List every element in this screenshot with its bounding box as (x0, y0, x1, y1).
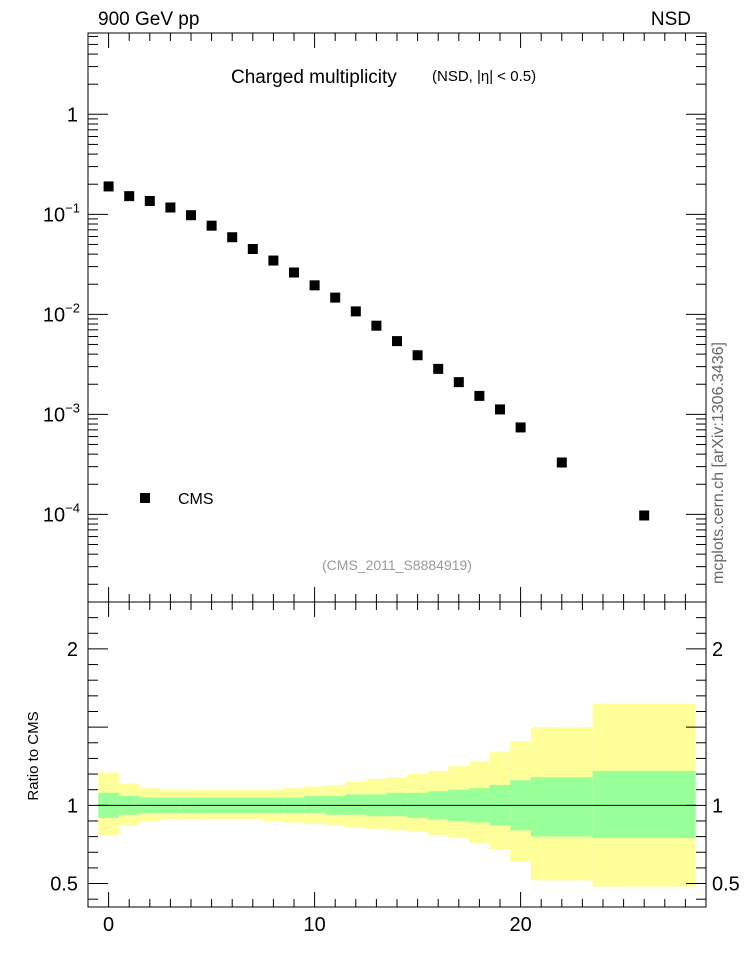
data-point (495, 404, 505, 415)
data-point (330, 292, 341, 303)
data-point (124, 191, 135, 202)
data-point (227, 232, 238, 243)
ratio-y-tick-label: 1 (67, 795, 78, 817)
ratio-y-tick-label: 0.5 (50, 874, 78, 896)
main-y-tick-label: 1 (67, 104, 78, 126)
data-point (556, 457, 567, 468)
ratio-plot-panel: 0.5 0.5 1 1 2 2 0 10 20 Ratio to CMS (25, 601, 740, 936)
reference-label: (CMS_2011_S8884919) (322, 557, 472, 573)
inner-uncertainty-band (530, 777, 593, 837)
x-tick-label: 20 (509, 914, 531, 936)
header-right: NSD (651, 9, 691, 30)
data-point (453, 377, 464, 388)
data-point (474, 390, 485, 401)
inner-uncertainty-band (304, 795, 325, 814)
data-point (515, 422, 526, 433)
x-tick-label: 0 (103, 914, 114, 936)
data-point (371, 320, 382, 331)
ratio-y-tick-label-right: 0.5 (712, 874, 740, 896)
legend-marker-cms (140, 493, 150, 503)
data-point (103, 181, 114, 192)
inner-uncertainty-band (592, 770, 696, 839)
data-point (206, 220, 217, 231)
main-y-tick-label: 10−3 (43, 400, 80, 426)
x-tick-label: 10 (303, 914, 325, 936)
plot-subtitle: (NSD, |η| < 0.5) (432, 68, 536, 85)
data-point (639, 510, 650, 521)
legend-label-cms: CMS (178, 491, 214, 508)
ratio-y-tick-label-right: 2 (712, 639, 723, 661)
inner-uncertainty-band (345, 794, 367, 815)
plot-title: Charged multiplicity (231, 67, 397, 88)
data-point (350, 306, 361, 317)
main-y-tick-label: 10−2 (43, 300, 80, 326)
data-point (165, 202, 176, 213)
ratio-y-tick-label: 2 (67, 639, 78, 661)
data-point (289, 267, 299, 278)
data-point (186, 210, 196, 221)
data-point (433, 363, 444, 374)
ratio-y-axis-label: Ratio to CMS (25, 711, 42, 800)
data-point (412, 350, 423, 361)
data-point (144, 195, 155, 206)
data-point (309, 280, 320, 291)
data-point (268, 255, 279, 266)
data-point (392, 336, 402, 347)
main-plot-frame (87, 32, 707, 603)
header-left: 900 GeV pp (98, 9, 199, 30)
data-point (247, 244, 258, 255)
legend: CMS (140, 491, 214, 508)
main-plot-panel: 1 10−1 10−2 10−3 10−4 Charged multiplicity (… (43, 32, 707, 603)
inner-uncertainty-band (386, 792, 408, 817)
side-source-label: mcplots.cern.ch [arXiv:1306.3436] (710, 342, 727, 584)
main-y-tick-label: 10−1 (43, 200, 80, 226)
ratio-y-tick-label-right: 1 (712, 795, 723, 817)
main-y-tick-label: 10−4 (43, 500, 80, 526)
